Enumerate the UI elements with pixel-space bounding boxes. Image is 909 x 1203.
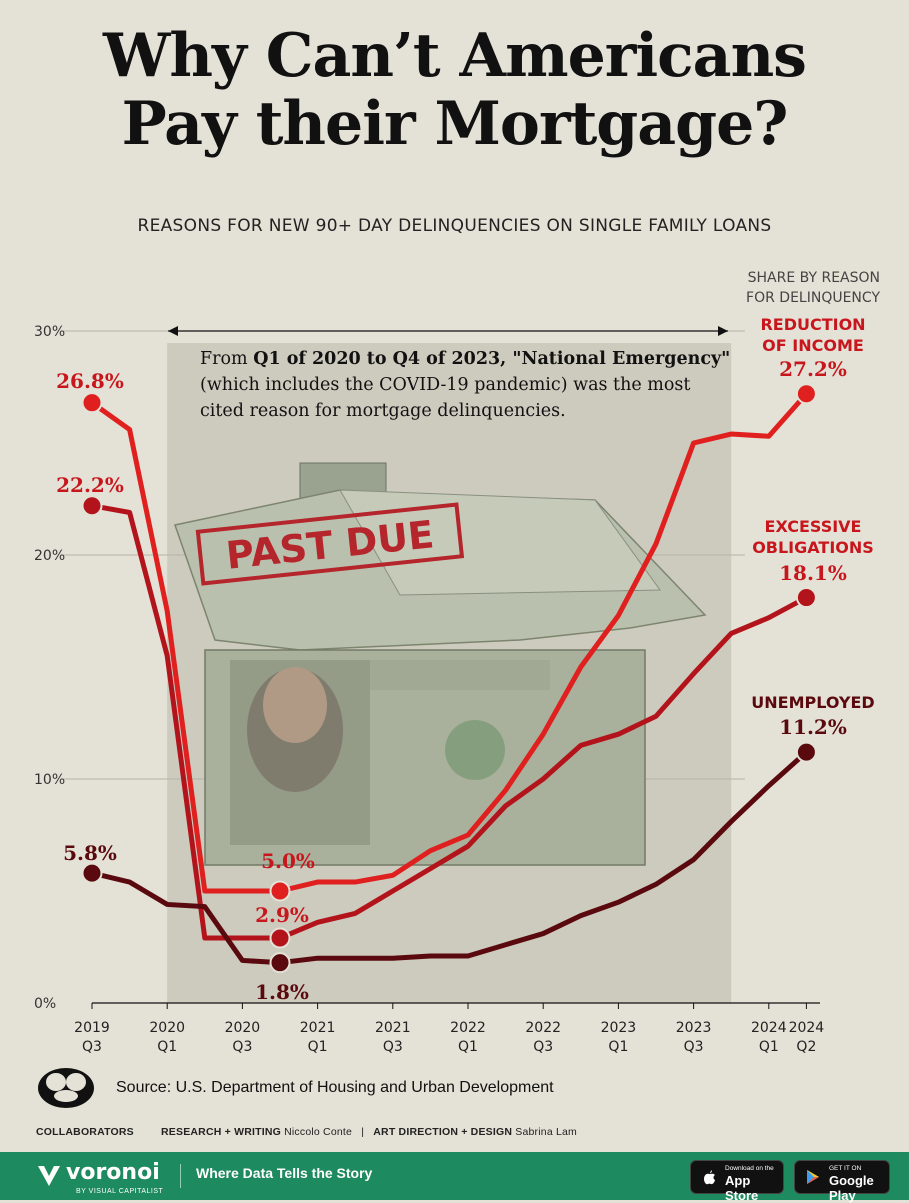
- series-line-reduction_of_income: [89, 391, 809, 894]
- series-point: [795, 587, 817, 609]
- x-tick-label: 2024: [751, 1020, 787, 1036]
- x-tick-label: 2023: [601, 1020, 637, 1036]
- line-chart: PAST DUE 0% 10% 20% 30% 2019 Q3 2020 Q1 2020 Q3 20…: [34, 270, 880, 1055]
- x-tick-label: Q3: [383, 1039, 403, 1055]
- x-tick-label: 2022: [450, 1020, 486, 1036]
- title-line-2: Pay their Mortgage?: [121, 89, 789, 159]
- x-tick-label: Q3: [232, 1039, 252, 1055]
- annotation-line-3: cited reason for mortgage delinquencies.: [200, 401, 566, 421]
- end-label-excessive: 18.1%: [779, 561, 847, 585]
- series-point: [81, 862, 103, 884]
- end-label-unemployed: 11.2%: [779, 715, 847, 739]
- series-point: [269, 880, 291, 902]
- x-tick-label: Q3: [82, 1039, 102, 1055]
- x-tick-label: 2024: [789, 1020, 825, 1036]
- series-name-reduction: REDUCTION: [760, 315, 865, 334]
- x-tick-label: 2022: [525, 1020, 561, 1036]
- research-label: RESEARCH + WRITING: [161, 1126, 281, 1138]
- x-tick-label: 2020: [225, 1020, 261, 1036]
- share-label: SHARE BY REASON FOR DELINQUENCY: [746, 270, 880, 306]
- x-tick-label: Q1: [759, 1039, 779, 1055]
- low-label-unemployed: 1.8%: [255, 980, 309, 1004]
- share-label-line-2: FOR DELINQUENCY: [746, 290, 880, 306]
- series-point: [795, 383, 817, 405]
- start-label-unemployed: 5.8%: [63, 841, 117, 865]
- collaborators-label: COLLABORATORS: [36, 1126, 134, 1138]
- y-tick-label: 30%: [34, 324, 65, 340]
- voronoi-logo-icon: [38, 1166, 60, 1186]
- x-tick-label: Q1: [308, 1039, 328, 1055]
- app-store-small: Download on the: [725, 1165, 774, 1172]
- brand-name: voronoi: [66, 1160, 160, 1185]
- brand-divider: [180, 1164, 181, 1188]
- series-line-unemployed: [89, 749, 809, 966]
- google-play-small: GET IT ON: [829, 1165, 862, 1172]
- title-line-1: Why Can’t Americans: [103, 21, 807, 91]
- credits: COLLABORATORS RESEARCH + WRITING Niccolo…: [36, 1126, 577, 1138]
- y-tick-label: 0%: [34, 996, 56, 1012]
- start-label-reduction: 26.8%: [56, 369, 124, 393]
- page-title: Why Can’t Americans Pay their Mortgage?: [0, 22, 909, 158]
- design-label: ART DIRECTION + DESIGN: [373, 1126, 513, 1138]
- x-tick-label: 2023: [676, 1020, 712, 1036]
- y-tick-label: 10%: [34, 772, 65, 788]
- design-name: Sabrina Lam: [515, 1126, 577, 1138]
- series-point: [269, 952, 291, 974]
- x-tick-label: Q3: [684, 1039, 704, 1055]
- start-label-excessive: 22.2%: [56, 473, 124, 497]
- series-point: [81, 495, 103, 517]
- google-play-button[interactable]: GET IT ON Google Play: [794, 1160, 890, 1203]
- series-point: [81, 392, 103, 414]
- x-tick-label: 2021: [375, 1020, 411, 1036]
- end-label-reduction: 27.2%: [779, 357, 847, 381]
- apple-icon: [704, 1170, 715, 1185]
- research-name: Niccolo Conte: [284, 1126, 353, 1138]
- source-text: Source: U.S. Department of Housing and U…: [116, 1079, 554, 1096]
- low-label-excessive: 2.9%: [255, 903, 309, 927]
- brand-bar: voronoi BY VISUAL CAPITALIST Where Data …: [0, 1152, 909, 1203]
- google-play-big: Google Play: [829, 1173, 874, 1203]
- series-name-reduction: OF INCOME: [762, 336, 864, 355]
- google-play-icon: [807, 1170, 819, 1184]
- page-subtitle: REASONS FOR NEW 90+ DAY DELINQUENCIES ON…: [137, 216, 772, 236]
- series-line-excessive_obligations: [89, 503, 809, 941]
- annotation-line-1: From Q1 of 2020 to Q4 of 2023, "National…: [200, 349, 730, 369]
- series-point: [795, 741, 817, 763]
- brand-tagline: Where Data Tells the Story: [196, 1165, 373, 1181]
- series-name-excessive: EXCESSIVE: [765, 517, 862, 536]
- y-tick-label: 20%: [34, 548, 65, 564]
- series-name-unemployed: UNEMPLOYED: [751, 693, 874, 712]
- app-store-big: App Store: [725, 1173, 759, 1203]
- x-tick-label: Q2: [796, 1039, 816, 1055]
- brand-sub: BY VISUAL CAPITALIST: [76, 1188, 164, 1195]
- x-tick-label: Q3: [533, 1039, 553, 1055]
- annotation-line-2: (which includes the COVID-19 pandemic) w…: [200, 375, 690, 395]
- series-point: [269, 927, 291, 949]
- highlight-annotation: From Q1 of 2020 to Q4 of 2023, "National…: [168, 326, 730, 421]
- x-tick-label: Q1: [458, 1039, 478, 1055]
- x-tick-label: 2019: [74, 1020, 110, 1036]
- share-label-line-1: SHARE BY REASON: [748, 270, 880, 286]
- visual-capitalist-logo: [38, 1068, 94, 1108]
- low-label-reduction: 5.0%: [261, 849, 315, 873]
- series-name-excessive: OBLIGATIONS: [752, 538, 874, 557]
- x-tick-label: 2021: [300, 1020, 336, 1036]
- x-tick-label: Q1: [608, 1039, 628, 1055]
- x-tick-label: 2020: [149, 1020, 185, 1036]
- money-house-illustration: PAST DUE: [174, 462, 707, 866]
- app-store-button[interactable]: Download on the App Store: [690, 1160, 784, 1203]
- x-tick-label: Q1: [157, 1039, 177, 1055]
